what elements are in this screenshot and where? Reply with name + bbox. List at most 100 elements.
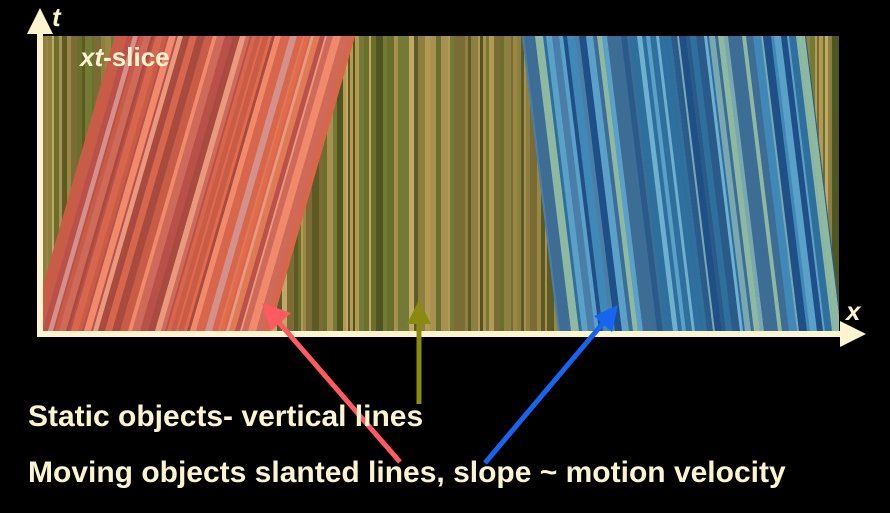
- blue-band-stripe: [690, 36, 732, 331]
- blue-band-stripe: [753, 36, 797, 331]
- static-stripe: [500, 36, 504, 331]
- blue-band-stripe: [563, 36, 603, 331]
- red-band-stripe: [78, 36, 167, 331]
- static-stripe: [825, 36, 828, 331]
- static-stripe: [430, 36, 436, 331]
- red-band-stripe: [98, 36, 185, 331]
- static-stripe: [839, 36, 843, 331]
- blue-arrow-icon: [483, 305, 618, 465]
- red-band-stripe: [42, 36, 133, 331]
- static-stripe: [67, 36, 71, 331]
- static-stripe: [333, 36, 337, 331]
- static-stripe: [409, 36, 414, 331]
- red-band-stripe: [105, 36, 197, 331]
- blue-band-stripe: [761, 36, 799, 331]
- red-band-stripe: [112, 36, 205, 331]
- static-stripe: [483, 36, 486, 331]
- red-band-stripe: [59, 36, 151, 331]
- static-stripe: [355, 36, 359, 331]
- static-stripe: [346, 36, 348, 331]
- red-band-stripe: [190, 36, 281, 331]
- blue-band-stripe: [709, 36, 751, 331]
- xt-slice-label-italic: xt: [80, 42, 104, 72]
- static-stripe: [314, 36, 319, 331]
- blue-band-stripe: [715, 36, 754, 331]
- static-stripe: [521, 36, 524, 331]
- red-band-stripe: [196, 36, 288, 331]
- blue-band-stripe: [629, 36, 673, 331]
- static-stripe: [383, 36, 387, 331]
- static-stripe: [489, 36, 494, 331]
- static-stripe: [48, 36, 52, 331]
- xt-slice-image: [42, 36, 843, 331]
- blue-band-stripe: [805, 36, 839, 315]
- static-stripe: [350, 36, 353, 331]
- red-band-stripe: [167, 36, 256, 331]
- blue-band-stripe: [637, 36, 678, 331]
- red-band-stripe: [205, 36, 297, 331]
- static-stripe: [414, 36, 418, 331]
- blue-band-stripe: [642, 36, 682, 331]
- static-stripe: [480, 36, 483, 331]
- red-band-stripe: [69, 36, 156, 331]
- static-stripe: [323, 36, 327, 331]
- blue-band-stripe: [627, 36, 665, 331]
- red-band-stripe: [229, 36, 320, 331]
- static-stripe: [524, 36, 526, 331]
- blue-band-stripe: [763, 36, 807, 331]
- blue-band-stripe: [728, 36, 770, 331]
- red-band-stripe: [220, 36, 309, 331]
- olive-arrow-icon: [407, 300, 431, 404]
- static-stripe: [450, 36, 454, 331]
- blue-band-stripe: [586, 36, 629, 331]
- x-axis-arrowhead-icon: [840, 321, 866, 347]
- blue-band-stripe: [704, 36, 743, 331]
- static-objects-caption: Static objects- vertical lines: [28, 400, 424, 433]
- static-stripe: [387, 36, 394, 331]
- blue-band-stripe: [575, 36, 615, 331]
- static-stripe: [353, 36, 355, 331]
- blue-band-stripe: [774, 36, 817, 331]
- red-arrow-icon: [262, 303, 402, 464]
- red-band-stripe: [224, 36, 311, 331]
- xt-slice-label-rest: -slice: [103, 42, 170, 72]
- blue-band-stripe: [796, 36, 834, 331]
- static-stripe: [337, 36, 343, 331]
- blue-band-stripe: [614, 36, 657, 331]
- blue-band-stripe: [742, 36, 782, 331]
- static-stripe: [478, 36, 480, 331]
- blue-band-stripe: [653, 36, 692, 331]
- static-stripe: [394, 36, 398, 331]
- red-band-stripe: [187, 36, 275, 331]
- blue-band-stripe: [673, 36, 713, 331]
- static-stripe: [448, 36, 450, 331]
- blue-band-stripe: [671, 36, 709, 331]
- static-stripe: [537, 36, 541, 331]
- red-band-stripe: [256, 36, 349, 331]
- red-band-stripe: [71, 36, 163, 331]
- static-stripe: [504, 36, 511, 331]
- blue-band-stripe: [724, 36, 764, 331]
- red-band-stripe: [148, 36, 237, 331]
- blue-band-stripe: [593, 36, 633, 331]
- red-band-stripe: [176, 36, 263, 331]
- blue-band-stripe: [543, 36, 582, 331]
- red-band-stripe: [55, 36, 144, 331]
- red-band-stripe: [132, 36, 225, 331]
- red-band-stripe: [53, 36, 140, 331]
- static-stripe: [319, 36, 323, 331]
- static-stripe: [348, 36, 350, 331]
- moving-object-blue-band: [522, 36, 839, 331]
- blue-band-stripe: [669, 36, 707, 331]
- red-band-stripe: [248, 36, 341, 331]
- static-stripe: [832, 36, 839, 331]
- red-band-stripe: [238, 36, 325, 331]
- blue-band-stripe: [524, 36, 565, 331]
- red-band-stripe: [84, 36, 176, 331]
- red-band-stripe: [212, 36, 303, 331]
- blue-band-stripe: [559, 36, 599, 331]
- static-stripe: [441, 36, 448, 331]
- red-band-stripe: [128, 36, 217, 331]
- blue-band-stripe: [602, 36, 643, 331]
